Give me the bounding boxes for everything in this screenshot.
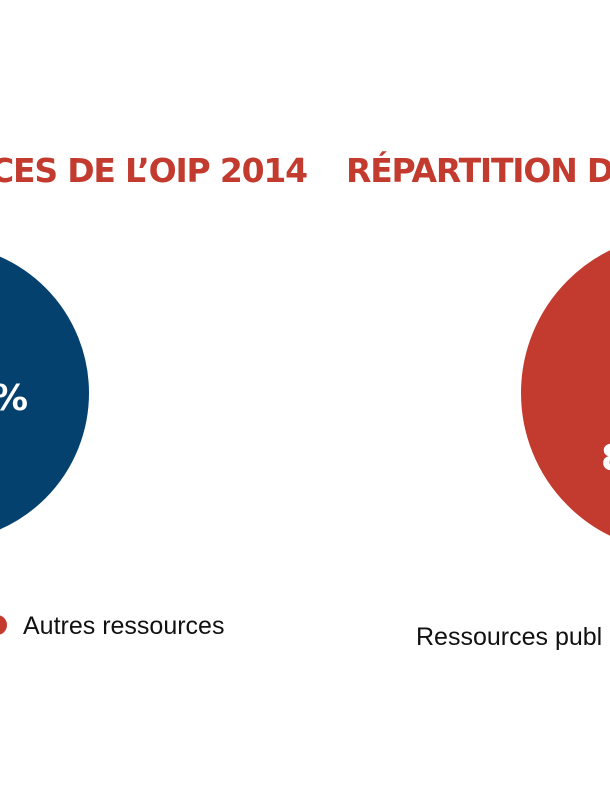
left-pie-slice-label: %: [0, 378, 28, 419]
left-pie-slice-navy: [0, 254, 91, 532]
right-pie-slice-red: [519, 248, 610, 538]
left-legend-label: Autres ressources: [23, 612, 224, 640]
right-chart-title: RÉPARTITION DES: [346, 150, 610, 190]
left-chart-title: CES DE L’OIP 2014: [0, 151, 307, 190]
left-legend-swatch: [0, 615, 7, 635]
right-pie-slice-label: 8: [601, 438, 610, 479]
right-legend-label: Ressources publ: [416, 623, 602, 651]
